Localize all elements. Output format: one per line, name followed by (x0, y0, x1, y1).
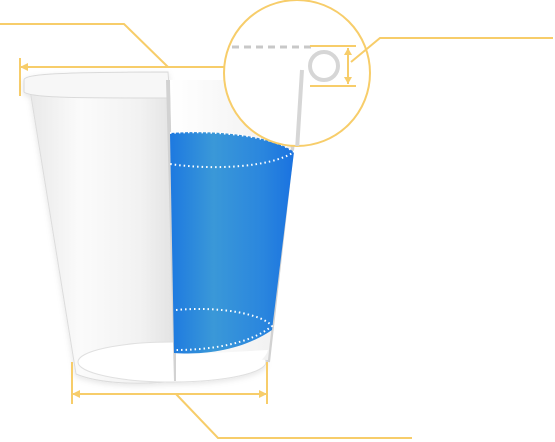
rim-curl-leader-line (350, 37, 553, 63)
rim-curl-callout (223, 0, 553, 147)
bottom-diameter-leader-line (175, 393, 412, 439)
bottom-dimension-arrow-left (72, 390, 80, 398)
top-diameter-leader-line (0, 23, 169, 68)
top-diameter-callout (0, 23, 232, 96)
liquid-bottom-dotted (175, 307, 274, 351)
rim-dimension-arrow-bottom (344, 77, 352, 84)
cup-outer-wall (29, 85, 177, 384)
bottom-dimension-arrow-right (259, 390, 267, 398)
rim-dimension-arrow-top (344, 48, 352, 55)
bottom-diameter-callout (71, 362, 412, 439)
rim-wall-section (295, 69, 304, 146)
liquid (170, 132, 294, 354)
cup-inner-bottom (176, 350, 268, 382)
top-dimension-arrow-left (20, 63, 28, 71)
rim-curl (308, 50, 340, 82)
cup-rim-left (23, 71, 171, 99)
liquid-surface-dotted (169, 131, 296, 169)
